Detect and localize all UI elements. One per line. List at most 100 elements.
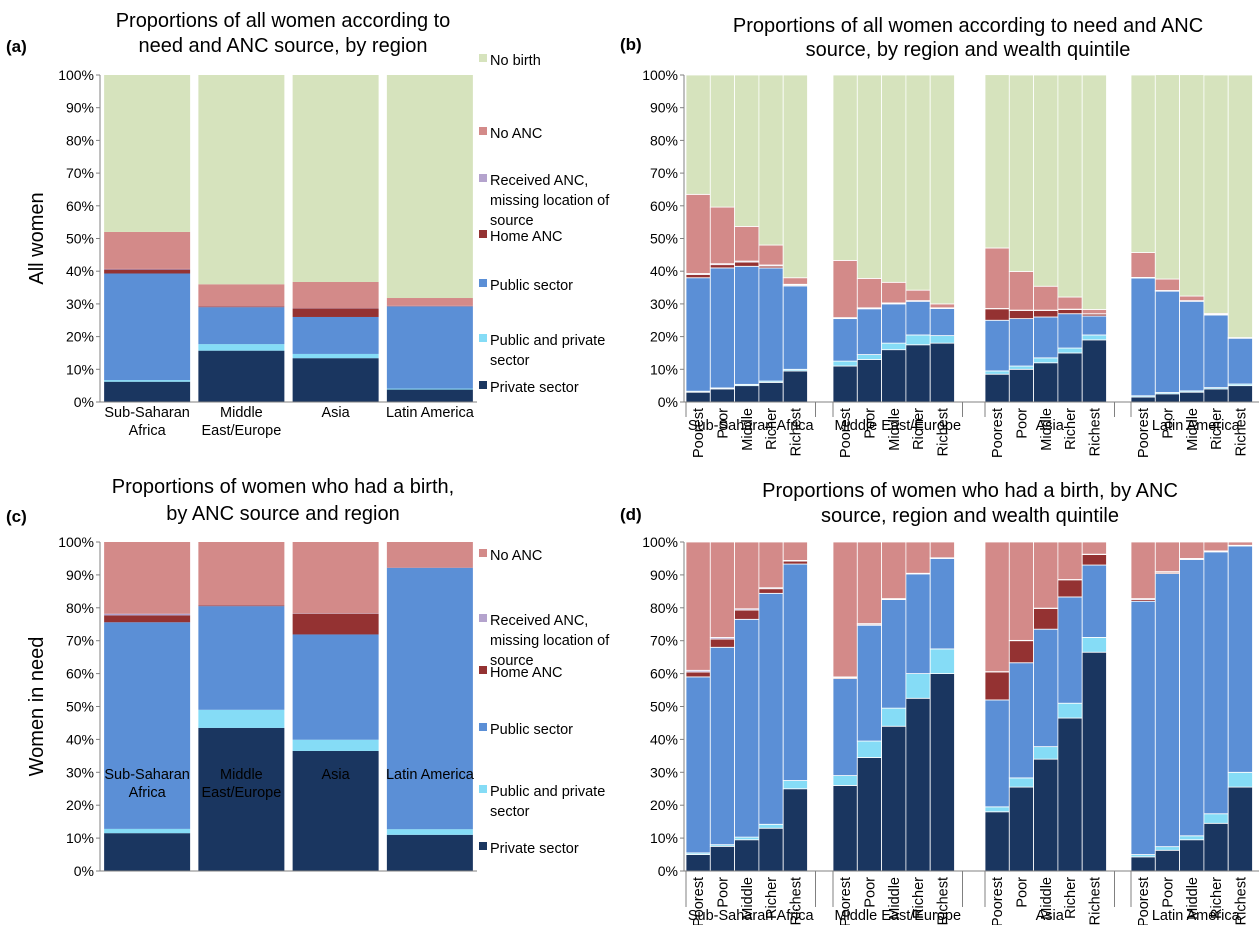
bar-segment bbox=[709, 541, 735, 638]
group-label: Asia bbox=[1036, 908, 1065, 924]
group-label: Middle East/Europe bbox=[834, 418, 961, 434]
bar-segment bbox=[1154, 573, 1181, 848]
x-tick-label: Latin America bbox=[386, 405, 475, 421]
bar-segment bbox=[685, 193, 711, 274]
bar-segment bbox=[1033, 74, 1059, 287]
bar-segment bbox=[782, 780, 808, 790]
bar-segment bbox=[198, 306, 285, 308]
bar-segment bbox=[856, 74, 882, 279]
chart-title: Proportions of women who had a birth, by… bbox=[762, 480, 1178, 502]
legend-swatch bbox=[479, 842, 487, 850]
bar-segment bbox=[1081, 334, 1107, 341]
bar-segment bbox=[1154, 846, 1181, 851]
bar-segment bbox=[984, 308, 1010, 321]
bar-segment bbox=[1130, 541, 1156, 599]
x-tick-label: Latin America bbox=[386, 767, 475, 783]
legend-label: missing location of bbox=[490, 633, 610, 649]
bar-segment bbox=[198, 542, 285, 606]
x-tick-label: East/Europe bbox=[201, 785, 281, 801]
bar-segment bbox=[1008, 777, 1034, 788]
chart-title: Proportions of women who had a birth, bbox=[112, 476, 454, 498]
y-tick-label: 20% bbox=[66, 329, 94, 345]
quintile-label: Poor bbox=[1014, 877, 1030, 908]
bar-segment bbox=[881, 281, 907, 304]
quintile-label: Richer bbox=[1063, 877, 1079, 919]
bar-segment bbox=[929, 541, 955, 559]
bar-segment bbox=[905, 289, 931, 302]
bar-segment bbox=[984, 370, 1010, 375]
bar-segment bbox=[1081, 651, 1107, 872]
bar-segment bbox=[1203, 314, 1229, 389]
bar-segment bbox=[292, 75, 379, 282]
y-tick-label: 90% bbox=[650, 567, 678, 583]
legend-swatch bbox=[479, 127, 487, 135]
bar-segment bbox=[758, 588, 784, 594]
y-tick-label: 100% bbox=[58, 67, 94, 83]
legend-label: source bbox=[490, 213, 534, 229]
bar-segment bbox=[929, 308, 955, 337]
legend-label: missing location of bbox=[490, 193, 610, 209]
bar-segment bbox=[1227, 786, 1253, 872]
bar-segment bbox=[292, 358, 379, 402]
bar-segment bbox=[1008, 74, 1034, 272]
bar-segment bbox=[386, 829, 473, 835]
bar-segment bbox=[292, 281, 379, 309]
bar-segment bbox=[386, 567, 473, 830]
bar-segment bbox=[984, 319, 1010, 372]
y-tick-label: 10% bbox=[66, 361, 94, 377]
y-tick-label: 10% bbox=[650, 361, 678, 377]
bar-segment bbox=[734, 265, 760, 385]
bar-segment bbox=[1227, 545, 1253, 773]
quintile-label: Richer bbox=[911, 408, 927, 450]
x-tick-label: Sub-Saharan bbox=[104, 405, 189, 421]
quintile-label: Middle bbox=[740, 408, 756, 451]
group-label: Sub-Saharan Africa bbox=[688, 908, 815, 924]
bar-segment bbox=[104, 380, 191, 382]
bar-segment bbox=[1008, 662, 1034, 779]
bar-segment bbox=[1227, 541, 1253, 546]
bar-segment bbox=[1057, 579, 1083, 598]
panel-label: (a) bbox=[6, 37, 27, 56]
y-tick-label: 20% bbox=[650, 797, 678, 813]
chart-title: Proportions of all women according to bbox=[116, 10, 451, 32]
quintile-label: Poorest bbox=[990, 408, 1006, 458]
group-label: Latin America bbox=[1152, 418, 1241, 434]
bar-segment bbox=[685, 274, 711, 279]
bar-segment bbox=[198, 344, 285, 351]
bar-segment bbox=[386, 834, 473, 871]
y-tick-label: 60% bbox=[650, 666, 678, 682]
bar-segment bbox=[929, 74, 955, 305]
legend-swatch bbox=[479, 549, 487, 557]
bar-segment bbox=[984, 74, 1010, 249]
y-tick-label: 70% bbox=[66, 633, 94, 649]
bar-segment bbox=[1057, 596, 1083, 704]
bar-segment bbox=[1203, 813, 1229, 824]
bar-segment bbox=[292, 316, 379, 354]
bar-segment bbox=[856, 308, 882, 355]
legend-label: sector bbox=[490, 804, 530, 820]
bar-segment bbox=[905, 334, 931, 346]
x-tick-label: Asia bbox=[322, 405, 351, 421]
bar-segment bbox=[1033, 362, 1059, 403]
chart-title: need and ANC source, by region bbox=[138, 35, 427, 57]
bar-segment bbox=[881, 707, 907, 727]
bar-segment bbox=[734, 226, 760, 262]
quintile-label: Richest bbox=[788, 408, 804, 456]
quintile-label: Richer bbox=[764, 877, 780, 919]
bar-segment bbox=[905, 541, 931, 574]
bar-segment bbox=[758, 74, 784, 246]
quintile-label: Poor bbox=[1160, 408, 1176, 439]
legend-label: Private sector bbox=[490, 380, 579, 396]
legend-label: Public sector bbox=[490, 722, 573, 738]
bar-segment bbox=[1033, 758, 1059, 872]
y-tick-label: 40% bbox=[650, 263, 678, 279]
bar-segment bbox=[856, 277, 882, 309]
bar-segment bbox=[1154, 393, 1181, 403]
y-tick-label: 60% bbox=[66, 666, 94, 682]
chart-title: source, by region and wealth quintile bbox=[806, 39, 1131, 61]
legend-swatch bbox=[479, 174, 487, 182]
bar-segment bbox=[1179, 74, 1205, 297]
y-tick-label: 70% bbox=[650, 633, 678, 649]
panel-label: (d) bbox=[620, 505, 642, 524]
bar-segment bbox=[832, 541, 858, 678]
